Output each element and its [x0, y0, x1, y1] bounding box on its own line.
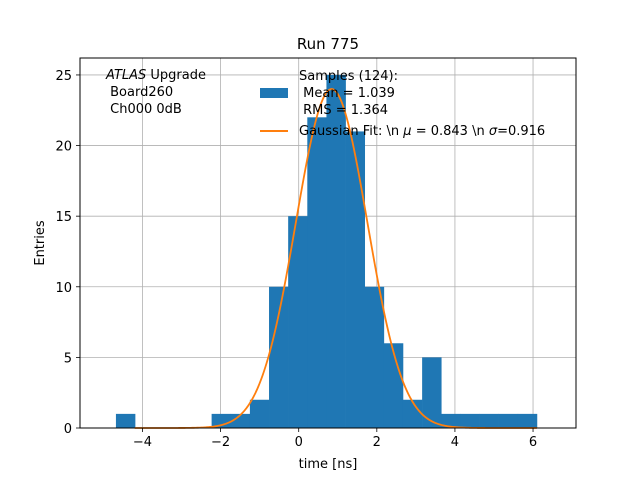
histogram-bar — [326, 74, 346, 428]
y-axis-ticks: 0 5 10 15 20 25 — [55, 69, 80, 437]
histogram-bar — [345, 131, 366, 428]
annotation-line-1: ATLAS Upgrade — [105, 68, 206, 83]
plot-frame — [79, 57, 577, 429]
histogram-bar — [364, 286, 385, 428]
y-tick-label: 10 — [55, 281, 72, 296]
legend-fit-prefix: Gaussian Fit: \n — [299, 124, 403, 139]
histogram-bar — [230, 413, 251, 428]
legend-fit-mu: μ — [402, 124, 411, 139]
y-axis-label: Entries — [33, 220, 48, 266]
x-tick-label: 0 — [295, 435, 303, 450]
histogram-bar — [402, 399, 423, 428]
x-tick-label: 6 — [529, 435, 537, 450]
histogram-bars — [115, 74, 538, 428]
annotation: ATLAS Upgrade Board260 Ch000 0dB — [105, 68, 206, 117]
annotation-line-2: Board260 — [106, 85, 173, 100]
histogram-bar — [307, 117, 327, 428]
y-tick-label: 5 — [64, 351, 72, 366]
legend-hist-line-2: Mean = 1.039 — [299, 86, 395, 101]
x-axis-ticks: −4 −2 0 2 4 6 — [133, 428, 537, 450]
legend-hist-swatch — [260, 88, 288, 98]
histogram-bar — [115, 413, 136, 428]
x-tick-label: 2 — [373, 435, 381, 450]
histogram-bar — [288, 216, 308, 428]
annotation-italic: ATLAS — [105, 68, 146, 83]
histogram-bar — [517, 413, 538, 428]
y-tick-label: 0 — [64, 422, 72, 437]
x-axis-label: time [ns] — [299, 457, 358, 472]
y-tick-label: 20 — [55, 140, 72, 155]
histogram-bar — [422, 357, 442, 428]
legend: Samples (124): Mean = 1.039 RMS = 1.364 … — [260, 69, 545, 139]
histogram-bar — [269, 286, 289, 428]
x-tick-label: 4 — [451, 435, 459, 450]
legend-hist-line-3: RMS = 1.364 — [299, 103, 388, 118]
legend-fit-sigma: σ — [489, 124, 498, 139]
histogram-bar — [441, 413, 461, 428]
legend-fit-label: Gaussian Fit: \n μ = 0.843 \n σ=0.916 — [299, 124, 545, 139]
legend-fit-suffix: =0.916 — [497, 124, 545, 139]
annotation-line-3: Ch000 0dB — [106, 102, 182, 117]
histogram-bar — [498, 413, 519, 428]
histogram-bar — [460, 413, 480, 428]
annotation-rest: Upgrade — [146, 68, 206, 83]
x-tick-label: −2 — [211, 435, 230, 450]
y-tick-label: 25 — [55, 69, 72, 84]
histogram-bar — [479, 413, 499, 428]
legend-fit-mid: = 0.843 \n — [412, 124, 489, 139]
histogram-bar — [249, 399, 270, 428]
chart-title: Run 775 — [297, 35, 359, 53]
x-tick-label: −4 — [133, 435, 152, 450]
y-tick-label: 15 — [55, 210, 72, 225]
histogram-bar — [383, 343, 404, 428]
legend-hist-line-1: Samples (124): — [299, 69, 398, 84]
